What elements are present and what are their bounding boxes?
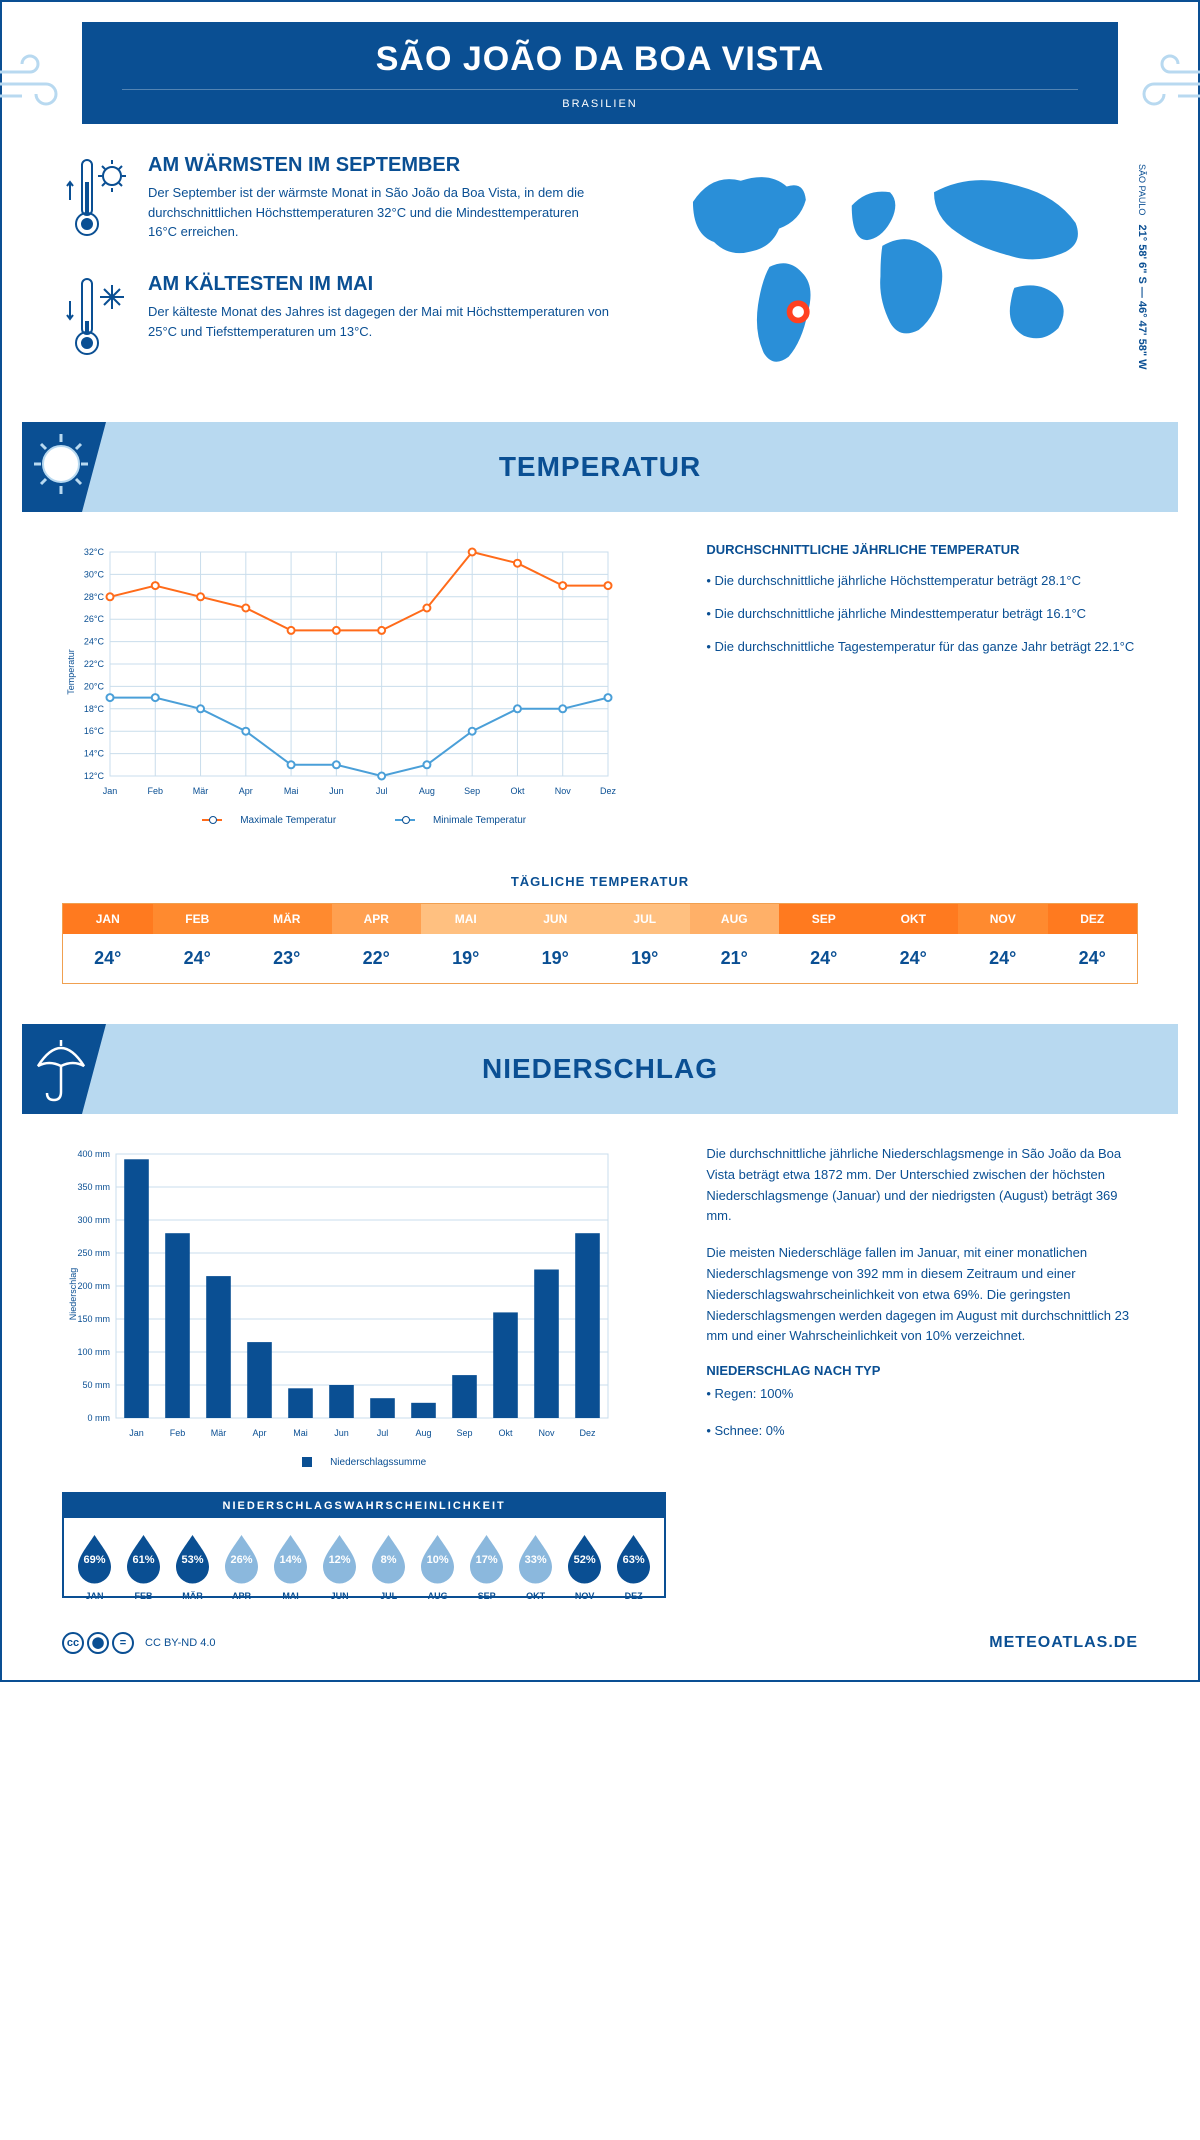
precip-legend: Niederschlagssumme [62,1449,666,1476]
svg-text:Nov: Nov [538,1428,555,1438]
daily-temp-title: TÄGLICHE TEMPERATUR [22,874,1178,889]
precip-drop: 14%MAI [269,1532,312,1584]
svg-text:18°C: 18°C [84,704,105,714]
precip-drop: 17%SEP [465,1532,508,1584]
umbrella-icon [26,1030,96,1108]
wind-icon [0,52,72,112]
svg-text:32°C: 32°C [84,547,105,557]
svg-text:250 mm: 250 mm [77,1248,110,1258]
svg-text:Aug: Aug [419,786,435,796]
precip-section-header: NIEDERSCHLAG [22,1024,1178,1114]
svg-text:Sep: Sep [456,1428,472,1438]
svg-text:Niederschlag: Niederschlag [68,1268,78,1321]
svg-text:Apr: Apr [252,1428,266,1438]
page-footer: cc⬤= CC BY-ND 4.0 METEOATLAS.DE [22,1618,1178,1660]
temperature-line-chart: 12°C 14°C 16°C 18°C 20°C 22°C 24°C 26°C 28°C 30°C… [62,542,622,802]
svg-text:20°C: 20°C [84,681,105,691]
svg-text:Mai: Mai [293,1428,308,1438]
precip-drop: 52%NOV [563,1532,606,1584]
thermometer-hot-icon [62,154,132,249]
svg-text:400 mm: 400 mm [77,1149,110,1159]
sun-icon [26,428,96,506]
svg-text:150 mm: 150 mm [77,1314,110,1324]
svg-text:Dez: Dez [600,786,617,796]
svg-text:22°C: 22°C [84,659,105,669]
svg-text:26°C: 26°C [84,614,105,624]
precip-drop: 61%FEB [122,1532,165,1584]
site-name: METEOATLAS.DE [989,1634,1138,1652]
svg-text:28°C: 28°C [84,592,105,602]
precip-probability-box: NIEDERSCHLAGSWAHRSCHEINLICHKEIT 69%JAN61… [62,1492,666,1598]
svg-text:Okt: Okt [510,786,525,796]
thermometer-cold-icon [62,273,132,368]
precip-drop: 53%MÄR [171,1532,214,1584]
coldest-heading: AM KÄLTESTEN IM MAI [148,273,610,296]
svg-text:14°C: 14°C [84,749,105,759]
page-header: SÃO JOÃO DA BOA VISTA BRASILIEN [82,22,1118,124]
precip-drop: 33%OKT [514,1532,557,1584]
svg-text:300 mm: 300 mm [77,1215,110,1225]
svg-text:Jun: Jun [334,1428,349,1438]
svg-text:100 mm: 100 mm [77,1347,110,1357]
svg-text:Okt: Okt [498,1428,513,1438]
precipitation-bar-chart: 0 mm 50 mm 100 mm 150 mm 200 mm 250 mm 300 mm 3… [62,1144,622,1444]
precip-drop: 10%AUG [416,1532,459,1584]
cc-icons: cc⬤= [62,1632,137,1654]
svg-text:Jan: Jan [129,1428,144,1438]
svg-text:Apr: Apr [239,786,253,796]
temp-section-header: TEMPERATUR [22,422,1178,512]
precip-drop: 69%JAN [73,1532,116,1584]
world-map [640,154,1138,374]
coldest-text: Der kälteste Monat des Jahres ist dagege… [148,302,610,341]
svg-text:Jul: Jul [376,786,388,796]
svg-text:350 mm: 350 mm [77,1182,110,1192]
svg-text:200 mm: 200 mm [77,1281,110,1291]
coldest-fact: AM KÄLTESTEN IM MAI Der kälteste Monat d… [62,273,610,368]
svg-text:Feb: Feb [170,1428,186,1438]
svg-text:16°C: 16°C [84,726,105,736]
temp-text-heading: DURCHSCHNITTLICHE JÄHRLICHE TEMPERATUR [706,542,1138,557]
svg-text:30°C: 30°C [84,569,105,579]
svg-text:Nov: Nov [555,786,572,796]
svg-text:12°C: 12°C [84,771,105,781]
precip-drop: 63%DEZ [612,1532,655,1584]
temp-legend: Maximale Temperatur Minimale Temperatur [62,807,666,834]
svg-text:Jul: Jul [377,1428,389,1438]
svg-text:Temperatur: Temperatur [66,649,76,695]
precip-drop: 26%APR [220,1532,263,1584]
daily-temp-table: JAN24°FEB24°MÄR23°APR22°MAI19°JUN19°JUL1… [62,903,1138,984]
svg-text:0 mm: 0 mm [88,1413,111,1423]
warmest-heading: AM WÄRMSTEN IM SEPTEMBER [148,154,610,177]
precip-drop: 12%JUN [318,1532,361,1584]
wind-icon [1128,52,1200,112]
warmest-fact: AM WÄRMSTEN IM SEPTEMBER Der September i… [62,154,610,249]
svg-text:Aug: Aug [415,1428,431,1438]
svg-text:Sep: Sep [464,786,480,796]
city-title: SÃO JOÃO DA BOA VISTA [82,40,1118,79]
svg-text:Jan: Jan [103,786,118,796]
svg-text:Jun: Jun [329,786,344,796]
svg-text:50 mm: 50 mm [82,1380,110,1390]
svg-text:24°C: 24°C [84,637,105,647]
coordinates: SÃO PAULO 21° 58' 6" S — 46° 47' 58" W [1136,164,1148,369]
svg-text:Feb: Feb [148,786,164,796]
svg-text:Mär: Mär [193,786,209,796]
svg-text:Mär: Mär [211,1428,227,1438]
warmest-text: Der September ist der wärmste Monat in S… [148,183,610,242]
svg-text:Dez: Dez [579,1428,596,1438]
precip-drop: 8%JUL [367,1532,410,1584]
svg-text:Mai: Mai [284,786,299,796]
country-label: BRASILIEN [122,89,1078,114]
